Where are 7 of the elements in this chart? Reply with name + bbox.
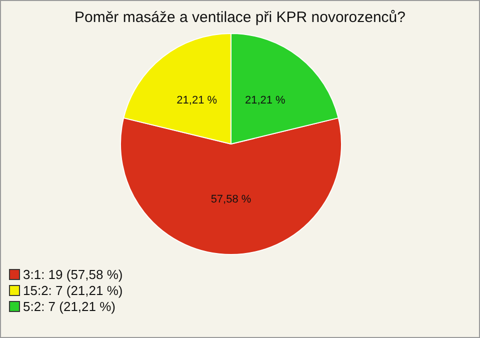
data-label: 57,58 %	[210, 193, 252, 206]
legend-label: 3:1: 19 (57,58 %)	[23, 267, 123, 282]
legend-label: 5:2: 7 (21,21 %)	[23, 299, 116, 314]
chart-title: Poměr masáže a ventilace při KPR novorozenců?	[74, 9, 406, 26]
data-label: 21,21 %	[244, 94, 286, 107]
legend-label: 15:2: 7 (21,21 %)	[23, 283, 123, 298]
data-label: 21,21 %	[176, 94, 218, 107]
